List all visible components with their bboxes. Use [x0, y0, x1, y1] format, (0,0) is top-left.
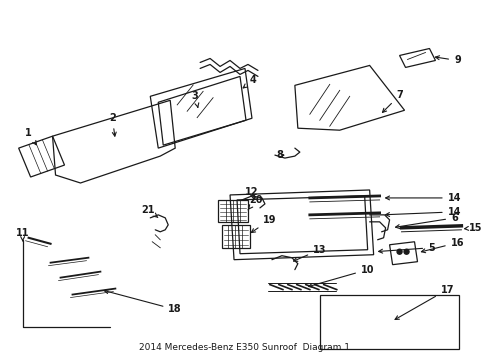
Circle shape	[403, 249, 408, 254]
Text: 2014 Mercedes-Benz E350 Sunroof  Diagram 1: 2014 Mercedes-Benz E350 Sunroof Diagram …	[138, 343, 349, 352]
Text: 21: 21	[141, 205, 158, 217]
Text: 9: 9	[434, 55, 460, 66]
Text: 19: 19	[251, 215, 276, 233]
Text: 11: 11	[16, 228, 29, 241]
Text: 20: 20	[247, 195, 262, 210]
Text: 3: 3	[191, 91, 198, 107]
Text: 5: 5	[378, 243, 434, 253]
Text: 16: 16	[421, 238, 463, 253]
Text: 18: 18	[104, 290, 182, 315]
Text: 10: 10	[308, 265, 374, 287]
Text: 6: 6	[395, 213, 457, 229]
Circle shape	[396, 249, 401, 254]
Text: 13: 13	[293, 245, 326, 261]
Text: 4: 4	[243, 75, 256, 88]
Text: 15: 15	[464, 223, 481, 233]
Text: 12: 12	[244, 187, 258, 200]
Text: 14: 14	[385, 207, 460, 217]
Text: 14: 14	[385, 193, 460, 203]
Text: 8: 8	[276, 150, 283, 160]
Text: 7: 7	[382, 90, 402, 112]
Text: 17: 17	[394, 284, 453, 319]
Text: 1: 1	[25, 128, 36, 145]
Text: 2: 2	[109, 113, 116, 136]
